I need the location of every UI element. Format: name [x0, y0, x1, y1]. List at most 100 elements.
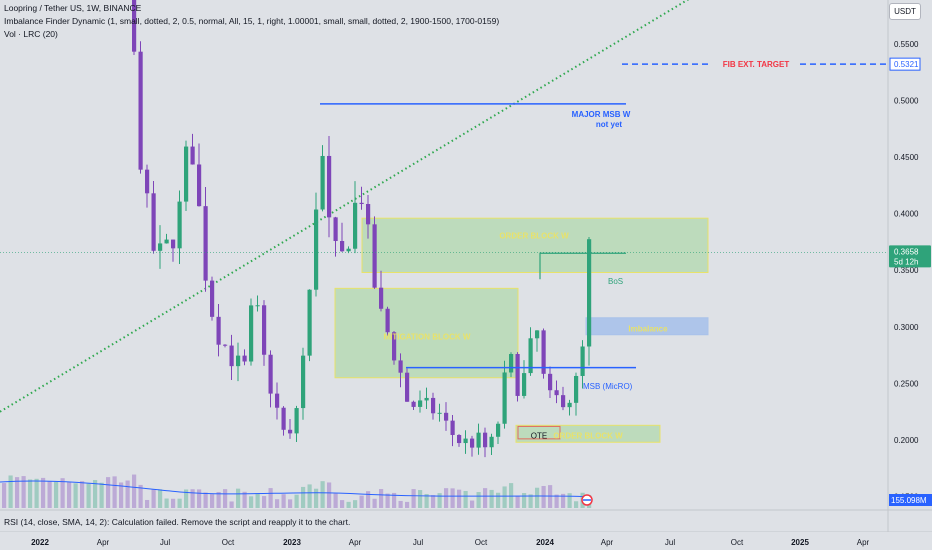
candle[interactable] — [476, 432, 481, 448]
candle[interactable] — [496, 423, 501, 437]
candle[interactable] — [522, 373, 527, 396]
candle[interactable] — [171, 239, 176, 249]
x-tick-label: 2022 — [31, 538, 49, 547]
chart-title[interactable]: Loopring / Tether US, 1W, BINANCE — [4, 3, 142, 13]
x-tick-label: Jul — [160, 538, 170, 547]
candle[interactable] — [223, 344, 228, 346]
volume-bar — [151, 489, 156, 508]
ote-box[interactable] — [517, 425, 561, 440]
candle[interactable] — [145, 169, 150, 194]
candle[interactable] — [255, 305, 260, 307]
x-tick-label: Jul — [665, 538, 675, 547]
candle[interactable] — [463, 438, 468, 444]
candle[interactable] — [203, 206, 208, 281]
candle[interactable] — [333, 217, 338, 242]
candle[interactable] — [288, 429, 293, 434]
mitigation-block-zone[interactable] — [334, 287, 519, 379]
candle[interactable] — [132, 0, 137, 52]
candle[interactable] — [424, 397, 429, 401]
candle[interactable] — [281, 407, 286, 430]
candle[interactable] — [405, 372, 410, 402]
volume-legend[interactable]: Vol · LRC (20) — [4, 29, 58, 39]
volume-bar — [561, 493, 566, 508]
order-block-zone-upper[interactable] — [361, 217, 709, 274]
candle[interactable] — [164, 239, 169, 244]
volume-bar — [54, 481, 59, 508]
candle[interactable] — [574, 375, 579, 403]
candle[interactable] — [548, 373, 553, 391]
candle[interactable] — [184, 146, 189, 202]
candle[interactable] — [554, 390, 559, 396]
y-tick-label: 0.4000 — [894, 210, 919, 219]
candle[interactable] — [457, 434, 462, 444]
trend-line[interactable] — [0, 0, 888, 413]
candle[interactable] — [418, 400, 423, 407]
candle[interactable] — [535, 330, 540, 339]
candle[interactable] — [366, 204, 371, 225]
candle[interactable] — [197, 164, 202, 207]
candle[interactable] — [502, 372, 507, 424]
candle[interactable] — [346, 248, 351, 252]
volume-bar — [470, 500, 475, 508]
candle[interactable] — [301, 355, 306, 409]
imbalance-zone[interactable] — [585, 317, 709, 336]
candle[interactable] — [249, 305, 254, 362]
candle[interactable] — [359, 202, 364, 205]
candle[interactable] — [431, 397, 436, 414]
candle[interactable] — [509, 354, 514, 373]
candle[interactable] — [541, 330, 546, 374]
candle[interactable] — [275, 393, 280, 408]
x-tick-label: Apr — [601, 538, 614, 547]
candle[interactable] — [236, 355, 241, 367]
volume-bar — [385, 493, 390, 508]
volume-bar — [437, 493, 442, 508]
candle[interactable] — [320, 155, 325, 210]
candle[interactable] — [327, 155, 332, 218]
candle[interactable] — [437, 412, 442, 414]
candle[interactable] — [385, 308, 390, 333]
candle[interactable] — [314, 209, 319, 290]
indicator-legend[interactable]: Imbalance Finder Dynamic (1, small, dott… — [4, 16, 500, 26]
order-block-lower-label: ORDER BLOCK W — [553, 431, 623, 440]
candle[interactable] — [268, 354, 273, 394]
candle[interactable] — [567, 402, 572, 408]
candle[interactable] — [580, 346, 585, 376]
candle[interactable] — [515, 354, 520, 396]
candle[interactable] — [450, 420, 455, 435]
candle[interactable] — [444, 412, 449, 421]
candle[interactable] — [483, 432, 488, 448]
bos-line[interactable] — [539, 252, 626, 280]
volume-bar — [288, 499, 293, 508]
candle[interactable] — [489, 436, 494, 448]
candle[interactable] — [177, 201, 182, 249]
candle[interactable] — [216, 316, 221, 345]
candle[interactable] — [528, 338, 533, 374]
candle[interactable] — [294, 408, 299, 434]
candle[interactable] — [561, 395, 566, 408]
candle[interactable] — [307, 289, 312, 356]
candle[interactable] — [242, 355, 247, 362]
candle[interactable] — [138, 51, 143, 170]
currency-button[interactable]: USDT — [889, 3, 921, 20]
candle[interactable] — [398, 360, 403, 373]
candle[interactable] — [372, 224, 377, 288]
candle[interactable] — [470, 438, 475, 448]
candle[interactable] — [151, 193, 156, 251]
candle[interactable] — [340, 241, 345, 252]
volume-bar — [223, 489, 228, 508]
candle[interactable] — [379, 287, 384, 309]
volume-bar — [184, 489, 189, 508]
candle[interactable] — [158, 243, 163, 251]
candle[interactable] — [587, 239, 592, 347]
candle[interactable] — [392, 332, 397, 361]
candle[interactable] — [262, 305, 267, 355]
candle[interactable] — [229, 345, 234, 367]
volume-bar — [119, 482, 124, 508]
candle[interactable] — [353, 202, 358, 249]
order-block-zone-lower[interactable] — [515, 424, 661, 443]
candle[interactable] — [210, 280, 215, 317]
candle[interactable] — [411, 401, 416, 407]
candle[interactable] — [190, 146, 195, 165]
volume-bar — [47, 481, 52, 508]
